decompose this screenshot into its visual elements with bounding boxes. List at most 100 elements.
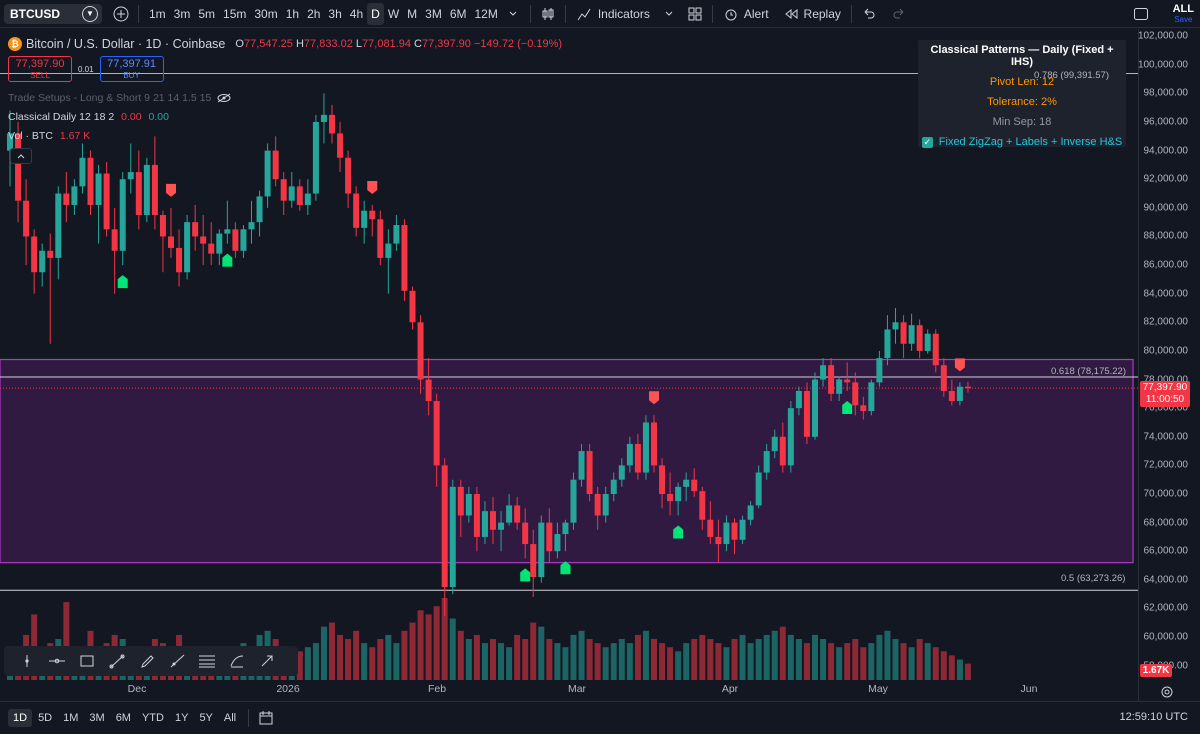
timeframe-15m[interactable]: 15m — [223, 6, 247, 21]
price-tick: 72,000.00 — [1143, 459, 1189, 471]
candle-body — [932, 333, 939, 366]
timeframe-3m[interactable]: 3M — [425, 6, 442, 21]
templates-icon[interactable] — [684, 3, 706, 25]
range-5y[interactable]: 5Y — [199, 712, 213, 724]
range-all[interactable]: All — [223, 712, 237, 724]
timeframe-dropdown-icon[interactable] — [502, 3, 524, 25]
timeframe-12m[interactable]: 12M — [474, 6, 498, 21]
timeframe-30m[interactable]: 30m — [254, 6, 278, 21]
timeframe-2h[interactable]: 2h — [307, 6, 321, 21]
indicators-dropdown-icon[interactable] — [658, 3, 680, 25]
timeframe-1m[interactable]: 1m — [149, 6, 166, 21]
buy-button[interactable]: 77,397.91 BUY — [99, 56, 164, 82]
timeframe-1h[interactable]: 1h — [285, 6, 300, 21]
indicator-trade-setups[interactable]: Trade Setups - Long & Short 9 21 14 1.5 … — [8, 92, 231, 104]
long-signal-marker — [673, 525, 684, 539]
time-axis[interactable]: Dec 2026 Feb Mar Apr May Jun — [0, 680, 1138, 700]
horizontal-ray-icon[interactable] — [42, 649, 72, 673]
calendar-icon[interactable] — [255, 707, 277, 729]
time-tick: 2026 — [276, 683, 300, 695]
rectangle-icon[interactable] — [72, 649, 102, 673]
fib-retracement-icon[interactable] — [192, 649, 222, 673]
price-tick: 78,000.00 — [1143, 374, 1189, 386]
sell-button[interactable]: 77,397.90 SELL — [8, 56, 72, 82]
separator — [138, 4, 139, 23]
candle-body — [409, 290, 416, 323]
replay-button[interactable]: Replay — [779, 3, 845, 25]
candle-body — [683, 479, 690, 487]
alert-button[interactable]: Alert — [719, 3, 773, 25]
candle-body — [908, 325, 915, 344]
hidden-eye-icon[interactable] — [217, 93, 231, 103]
volume-bar — [956, 659, 963, 680]
timeframe-3m[interactable]: 3m — [173, 6, 191, 21]
symbol-compare-icon[interactable]: ▼ — [82, 5, 98, 22]
undo-icon[interactable] — [858, 3, 880, 25]
indicators-button[interactable]: Indicators — [572, 3, 654, 25]
volume-bar — [393, 643, 400, 680]
utc-clock[interactable]: 12:59:10 UTC — [1119, 711, 1188, 723]
arrow-marker-icon[interactable] — [252, 649, 282, 673]
candle-body — [296, 186, 303, 205]
open-label: O — [235, 38, 244, 50]
volume-bar — [433, 606, 440, 680]
candle-body — [924, 333, 931, 351]
timeframe-d[interactable]: D — [367, 2, 384, 25]
vertical-line-icon[interactable] — [12, 649, 42, 673]
candle-body — [868, 382, 875, 412]
candle-body — [127, 172, 134, 180]
candle-body — [95, 173, 102, 205]
range-3m[interactable]: 3M — [89, 712, 105, 724]
volume-bar — [691, 639, 698, 680]
indicator-volume[interactable]: Vol · BTC 1.67 K — [8, 130, 90, 142]
fullscreen-icon[interactable] — [1130, 3, 1152, 25]
timeframe-m[interactable]: M — [407, 6, 418, 21]
candle-body — [723, 522, 730, 545]
range-5d[interactable]: 5D — [38, 712, 53, 724]
volume-bar — [828, 643, 835, 680]
range-1y[interactable]: 1Y — [174, 712, 189, 724]
candle-body — [71, 186, 78, 205]
curve-icon[interactable] — [222, 649, 252, 673]
timeframe-6m[interactable]: 6M — [449, 6, 467, 21]
patterns-pivot: Pivot Len: 12 — [989, 76, 1055, 88]
add-symbol-icon[interactable] — [110, 3, 132, 25]
brush-icon[interactable] — [132, 649, 162, 673]
ray-icon[interactable] — [162, 649, 192, 673]
volume-value: 1.67 K — [59, 130, 91, 142]
candle-body — [473, 494, 480, 537]
volume-bar — [852, 639, 859, 680]
candle-body — [771, 436, 778, 452]
collapse-legend-button[interactable] — [10, 148, 32, 164]
symbol-title[interactable]: Bitcoin / U.S. Dollar · 1D · Coinbase — [26, 37, 226, 51]
volume-bar — [457, 630, 464, 680]
timeframe-5m[interactable]: 5m — [198, 6, 216, 21]
redo-icon[interactable] — [888, 3, 910, 25]
volume-bar — [522, 639, 529, 680]
volume-bar — [409, 622, 416, 680]
range-1m[interactable]: 1M — [63, 712, 79, 724]
trend-line-icon[interactable] — [102, 649, 132, 673]
timeframe-3h[interactable]: 3h — [328, 6, 342, 21]
volume-bar — [329, 622, 335, 680]
price-tick: 66,000.00 — [1143, 545, 1189, 557]
candle-body — [498, 522, 505, 530]
price-axis[interactable]: 102,000.00 100,000.00 98,000.00 96,000.00 94… — [1138, 29, 1200, 701]
range-1d[interactable]: 1D — [8, 709, 33, 727]
candle-body — [900, 322, 907, 344]
axis-settings-icon[interactable] — [1156, 681, 1178, 703]
layout-save-button[interactable]: ALL Save — [1173, 1, 1194, 24]
symbol-search[interactable]: BTCUSD ▼ — [4, 3, 102, 24]
timeframe-w[interactable]: W — [387, 6, 400, 21]
range-6m[interactable]: 6M — [115, 712, 131, 724]
timeframe-4h[interactable]: 4h — [349, 6, 364, 21]
volume-bar — [377, 639, 384, 680]
candle-type-icon[interactable] — [537, 3, 559, 25]
candle-body — [763, 451, 770, 473]
price-tick: 92,000.00 — [1143, 173, 1189, 185]
candle-body — [803, 390, 810, 437]
indicator-classical-daily[interactable]: Classical Daily 12 18 2 0.00 0.00 — [8, 111, 169, 123]
long-signal-marker — [520, 568, 531, 582]
candle-body — [417, 322, 424, 380]
range-ytd[interactable]: YTD — [141, 712, 164, 724]
